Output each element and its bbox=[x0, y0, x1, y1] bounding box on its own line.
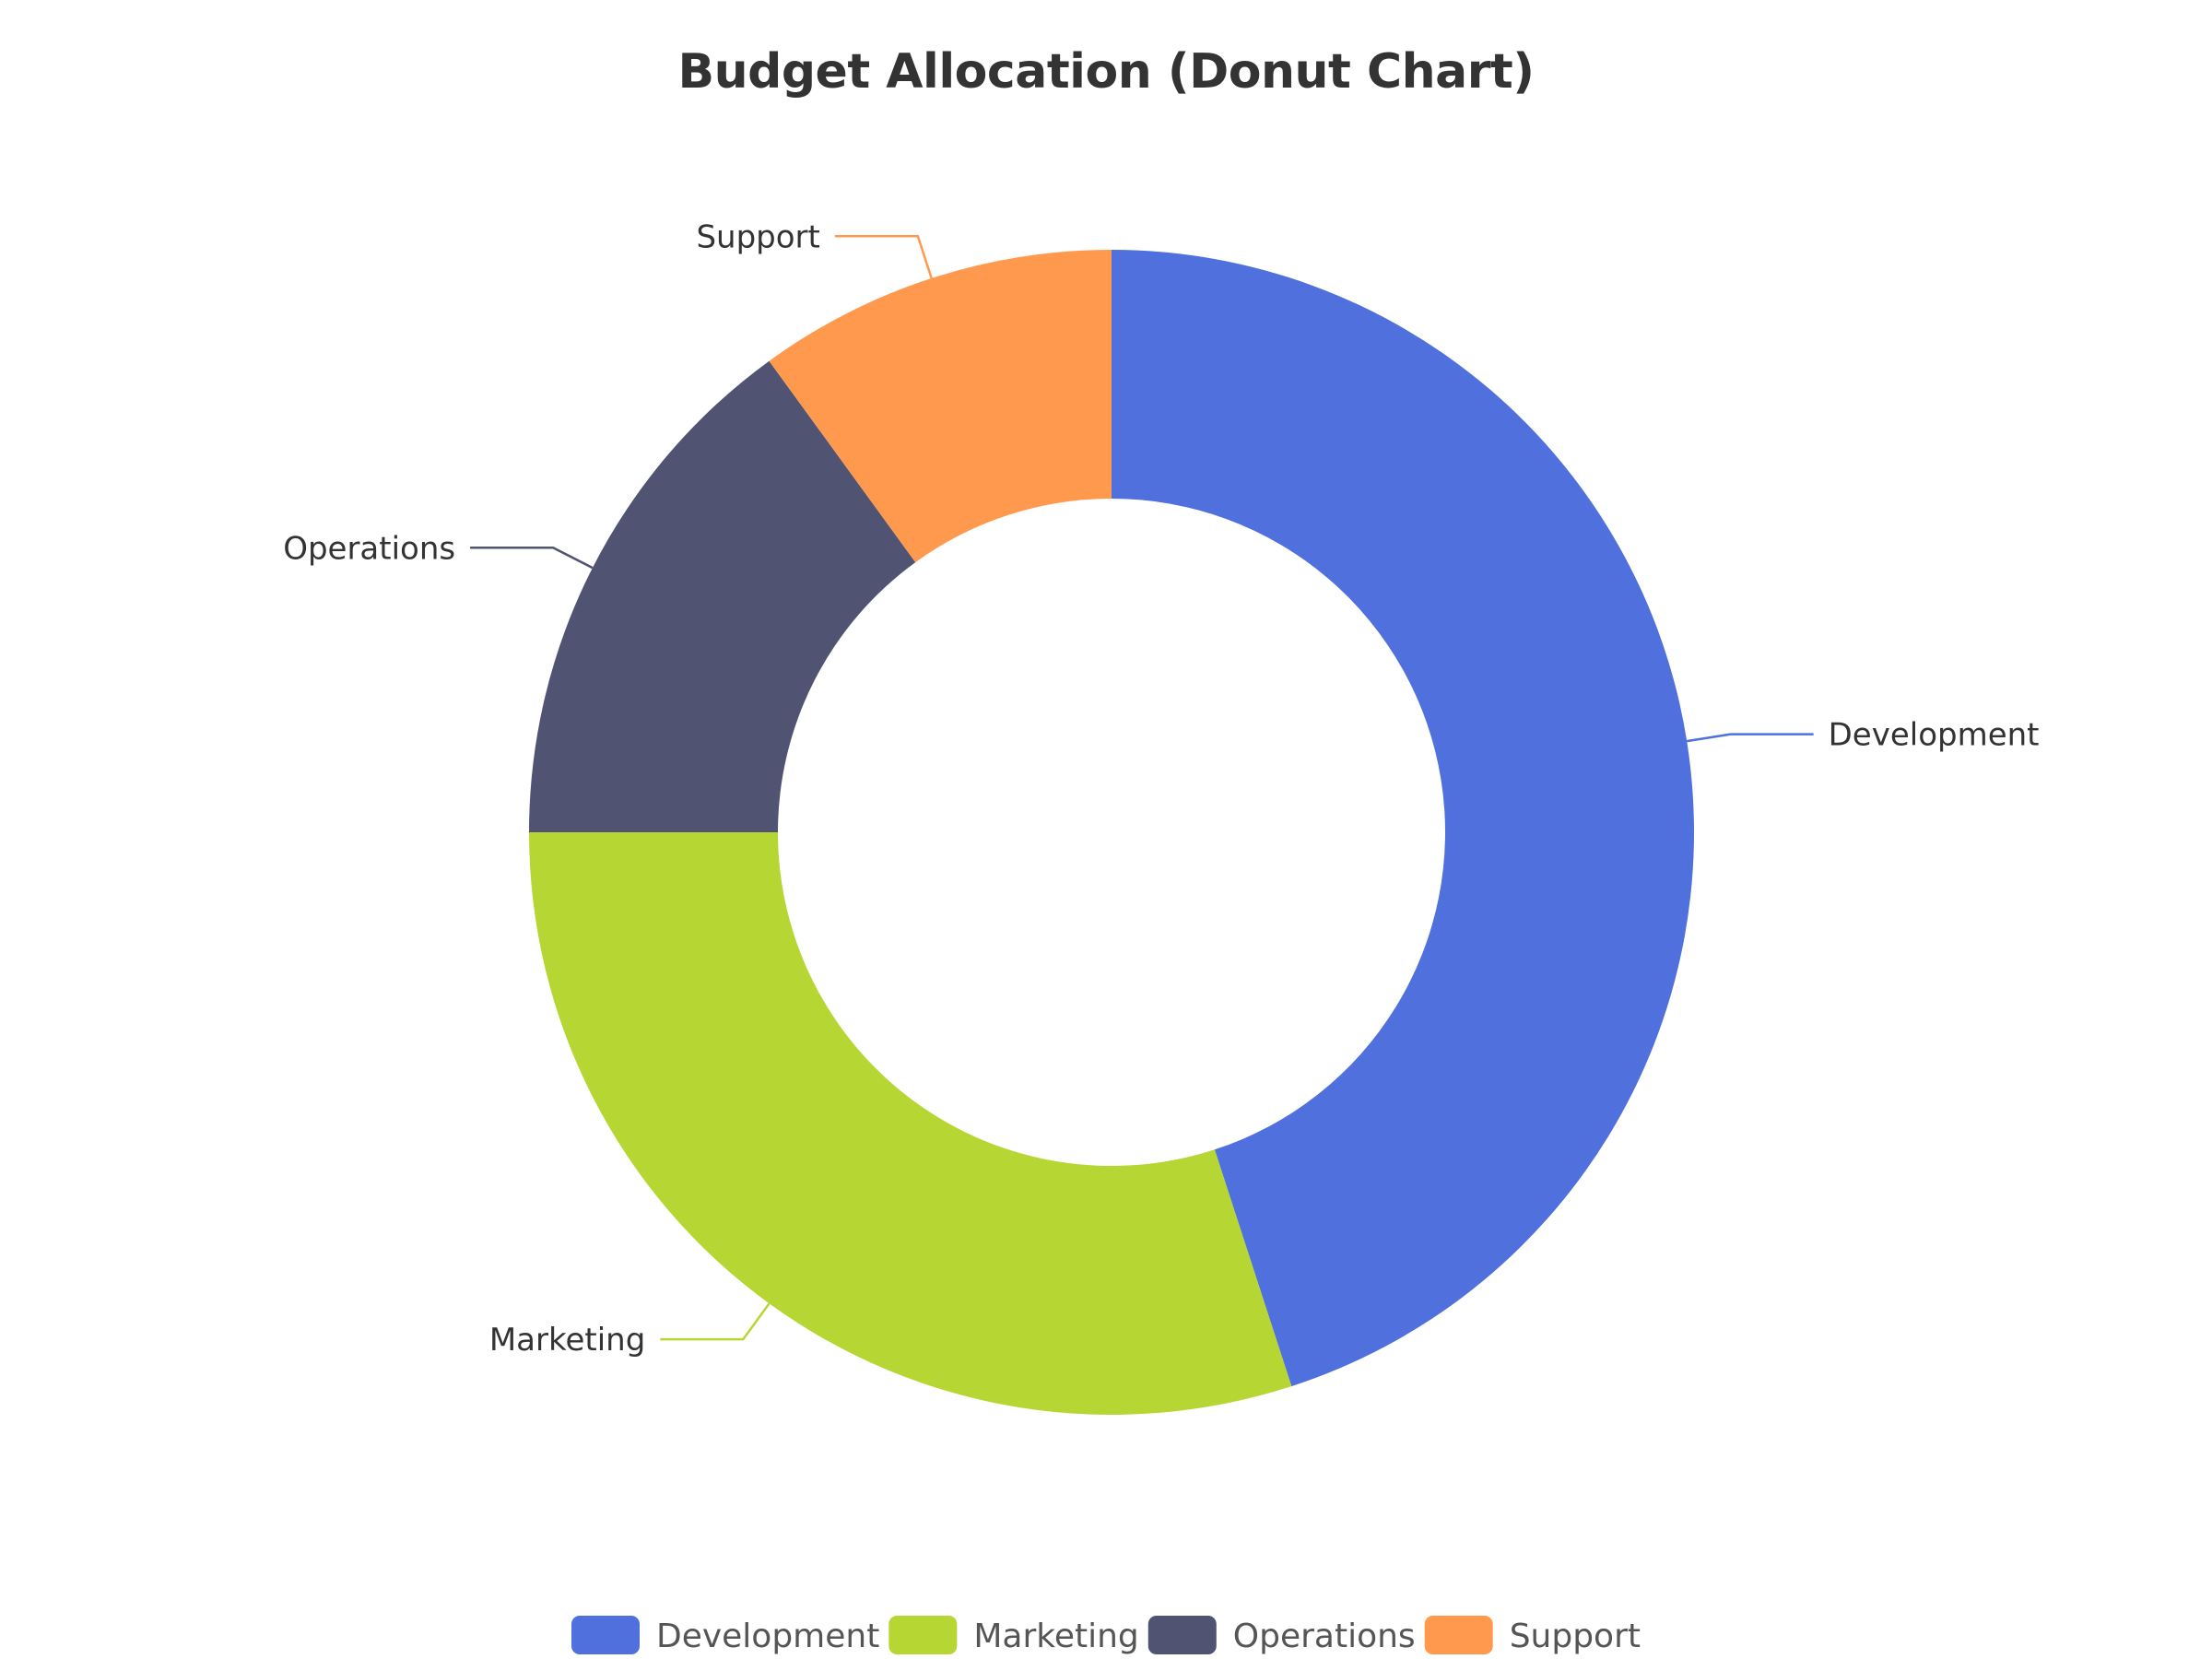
legend-item-support[interactable]: Support bbox=[1424, 1616, 1641, 1655]
legend-item-marketing[interactable]: Marketing bbox=[888, 1616, 1139, 1655]
slice-operations[interactable] bbox=[529, 360, 916, 832]
legend-item-operations[interactable]: Operations bbox=[1147, 1616, 1416, 1655]
legend-swatch-operations bbox=[1147, 1616, 1217, 1654]
slice-label-development: Development bbox=[1829, 717, 2040, 754]
leader-line-marketing bbox=[660, 1302, 771, 1341]
legend-label-marketing: Marketing bbox=[973, 1618, 1138, 1655]
slice-support[interactable] bbox=[769, 250, 1112, 563]
legend-label-development: Development bbox=[656, 1618, 879, 1655]
chart-title: Budget Allocation (Donut Chart) bbox=[677, 44, 1535, 100]
legend-swatch-marketing bbox=[888, 1616, 958, 1654]
leader-line-development bbox=[1687, 733, 1814, 743]
slice-label-operations: Operations bbox=[283, 530, 455, 567]
legend-item-development[interactable]: Development bbox=[571, 1616, 879, 1655]
legend-label-operations: Operations bbox=[1233, 1618, 1416, 1655]
slices-layer bbox=[529, 250, 1695, 1416]
legend-swatch-development bbox=[571, 1616, 640, 1654]
legend-label-support: Support bbox=[1510, 1618, 1641, 1655]
slice-labels-layer: Development Marketing Operations Support bbox=[283, 218, 2039, 1359]
slice-label-marketing: Marketing bbox=[489, 1322, 645, 1359]
legend-swatch-support bbox=[1424, 1616, 1493, 1654]
legend[interactable]: Development Marketing Operations Support bbox=[571, 1616, 1641, 1655]
leader-lines-layer bbox=[470, 235, 1814, 1341]
slice-marketing[interactable] bbox=[529, 832, 1292, 1416]
leader-line-support bbox=[834, 235, 933, 279]
leader-line-operations bbox=[470, 547, 594, 570]
slice-development[interactable] bbox=[1112, 250, 1695, 1387]
slice-label-support: Support bbox=[696, 218, 819, 255]
